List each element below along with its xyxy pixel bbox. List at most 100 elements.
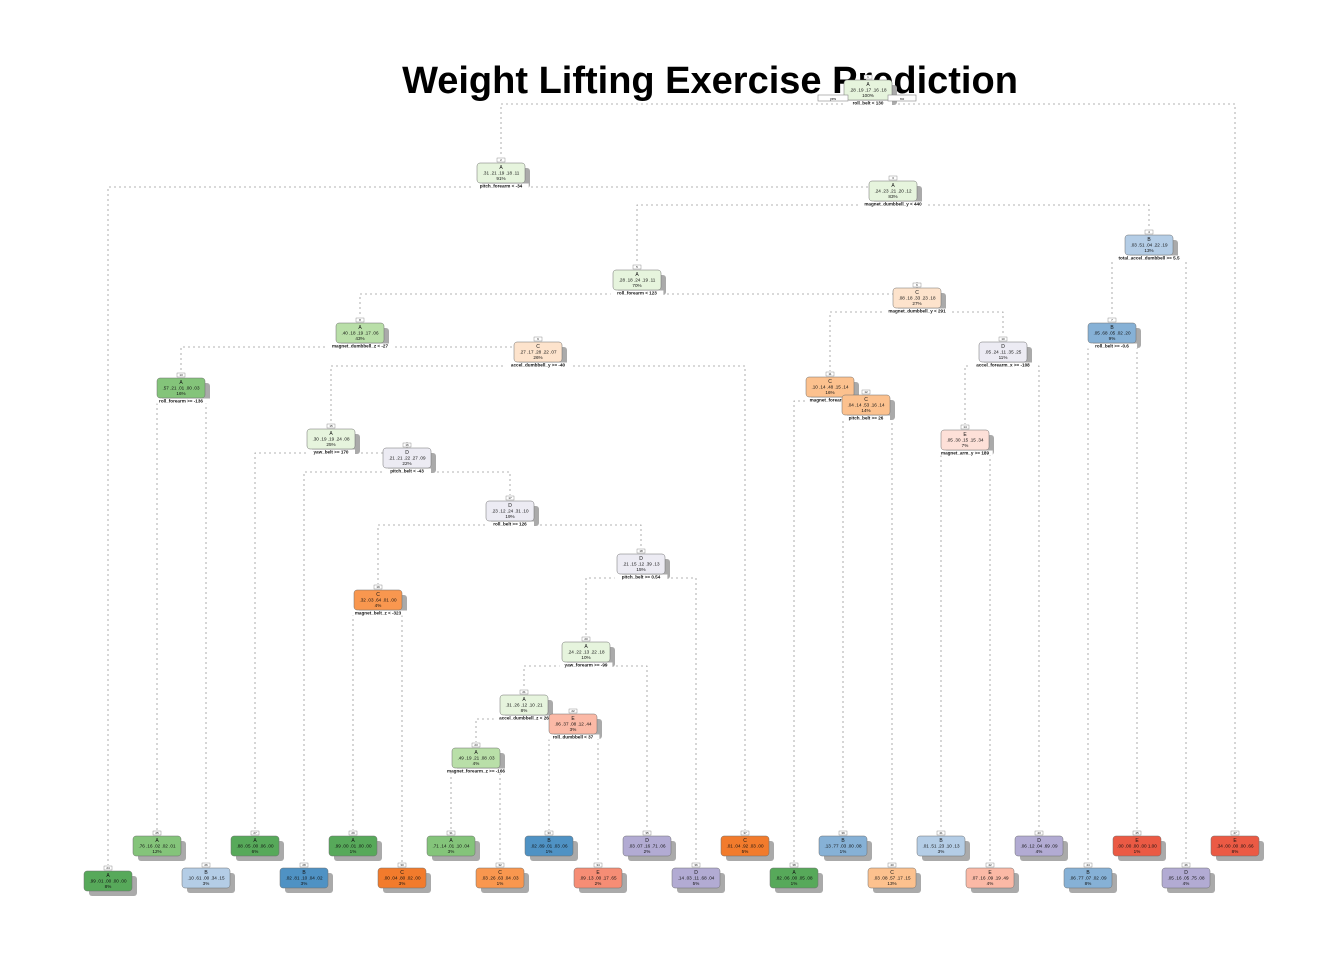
node-percent: 4% xyxy=(375,603,382,608)
node-number: 16 xyxy=(405,443,409,447)
node-box xyxy=(156,377,206,399)
split-label-background xyxy=(383,468,431,474)
node-probabilities: .06 .12 .04 .69 .09 xyxy=(1020,844,1057,849)
tree-node-44: 44 B.06 .77 .07 .02 .098% xyxy=(1063,862,1117,893)
node-probabilities: .71 .14 .01 .10 .04 xyxy=(432,844,469,849)
node-probabilities: .03 .26 .63 .04 .03 xyxy=(481,876,518,881)
node-number: 33 xyxy=(547,831,551,835)
tree-node-30: 30 C.00 .04 .80 .02 .003% xyxy=(377,862,431,893)
node-probabilities: .99 .00 .01 .00 .00 xyxy=(334,844,371,849)
node-box xyxy=(476,162,526,184)
node-number: 9 xyxy=(537,337,539,341)
tree-edge xyxy=(359,293,637,317)
node-number: 15 xyxy=(329,424,333,428)
node-split-rule: roll_belt >= -0.6 xyxy=(1095,344,1129,349)
node-probabilities: .23 .12 .24 .31 .10 xyxy=(491,509,528,514)
node-percent: 43% xyxy=(355,336,364,341)
node-number: 36 xyxy=(694,863,698,867)
node-number: 27 xyxy=(253,831,257,835)
node-split-rule: magnet_arm_y >= 189 xyxy=(941,451,989,456)
node-split-rule: accel_dumbbell_z < 26 xyxy=(499,716,549,721)
node-class: A xyxy=(866,82,870,88)
tree-node-45: 45 E.00 .00 .00 .00 1.001% xyxy=(1112,830,1166,861)
node-percent: 7% xyxy=(962,443,969,448)
node-box xyxy=(306,428,356,450)
node-split-rule: yaw_forearm >= -99 xyxy=(565,663,608,668)
tree-edge xyxy=(407,471,511,495)
tree-edge xyxy=(868,103,1236,830)
node-percent: 26% xyxy=(533,355,542,360)
tree-edges xyxy=(107,103,1236,865)
node-box xyxy=(1161,867,1211,889)
node-class: B xyxy=(939,838,943,844)
node-percent: 3% xyxy=(570,727,577,732)
tree-node-21: 21 A.31 .26 .12 .10 .218% accel_dumbbell_z… xyxy=(493,689,555,721)
split-label-background xyxy=(884,308,950,314)
node-percent: 3% xyxy=(448,849,455,854)
node-split-rule: magnet_dumbbell_y < 291 xyxy=(888,309,946,314)
tree-edge xyxy=(538,365,746,830)
node-number-tag xyxy=(299,862,309,868)
node-number: 43 xyxy=(1037,831,1041,835)
node-box xyxy=(561,641,611,663)
node-number-tag xyxy=(568,708,578,714)
node-probabilities: .07 .16 .09 .19 .49 xyxy=(971,876,1008,881)
tree-edge xyxy=(1112,346,1138,830)
split-label-background xyxy=(860,201,926,207)
node-probabilities: .05 .24 .11 .35 .25 xyxy=(985,350,1022,355)
split-label-background xyxy=(610,290,664,296)
node-probabilities: .03 .08 .57 .17 .15 xyxy=(873,876,910,881)
node-number-tag xyxy=(1144,229,1154,235)
node-class: D xyxy=(639,556,643,562)
node-number-tag xyxy=(632,264,642,270)
node-number: 22 xyxy=(571,709,575,713)
node-percent: 9% xyxy=(1109,336,1116,341)
node-number-tag xyxy=(471,742,481,748)
node-percent: 19% xyxy=(505,514,514,519)
node-number: 10 xyxy=(1001,337,1005,341)
node-split-rule: magnet_dumbbell_z < -27 xyxy=(332,344,388,349)
node-class: A xyxy=(792,870,796,876)
node-number-tag xyxy=(495,862,505,868)
node-percent: 4% xyxy=(987,881,994,886)
node-class: A xyxy=(449,838,453,844)
tree-edge xyxy=(156,401,181,830)
node-percent: 16% xyxy=(176,391,185,396)
node-number: 20 xyxy=(584,637,588,641)
node-box xyxy=(382,447,432,469)
node-split-rule: roll_belt < 130 xyxy=(853,101,884,106)
node-number: 45 xyxy=(1135,831,1139,835)
node-class: D xyxy=(645,838,649,844)
node-number-tag xyxy=(152,830,162,836)
node-class: B xyxy=(204,870,208,876)
split-label-background xyxy=(1086,343,1138,349)
node-number: 44 xyxy=(1086,863,1090,867)
node-number-tag xyxy=(581,636,591,642)
node-probabilities: .04 .14 .53 .16 .14 xyxy=(847,403,884,408)
node-box xyxy=(671,867,721,889)
root-branch-labels: yes no xyxy=(817,94,917,102)
tree-node-34: 34 E.09 .13 .00 .17 .652% xyxy=(573,862,627,893)
node-box xyxy=(353,589,403,611)
node-box xyxy=(499,694,549,716)
node-class: A xyxy=(891,183,895,189)
tree-edge xyxy=(475,718,524,742)
node-number: 13 xyxy=(179,373,183,377)
node-probabilities: .02 .89 .01 .03 .06 xyxy=(530,844,567,849)
node-percent: 1% xyxy=(1134,849,1141,854)
node-probabilities: .10 .14 .48 .15 .14 xyxy=(811,385,848,390)
node-number-tag xyxy=(544,830,554,836)
node-class: B xyxy=(841,838,845,844)
split-label-background xyxy=(1110,255,1188,261)
node-box xyxy=(843,79,893,101)
node-class: D xyxy=(1037,838,1041,844)
node-class: E xyxy=(1233,838,1237,844)
node-number-tag xyxy=(496,157,506,163)
node-number: 30 xyxy=(400,863,404,867)
node-class: A xyxy=(329,431,333,437)
node-number: 23 xyxy=(474,743,478,747)
